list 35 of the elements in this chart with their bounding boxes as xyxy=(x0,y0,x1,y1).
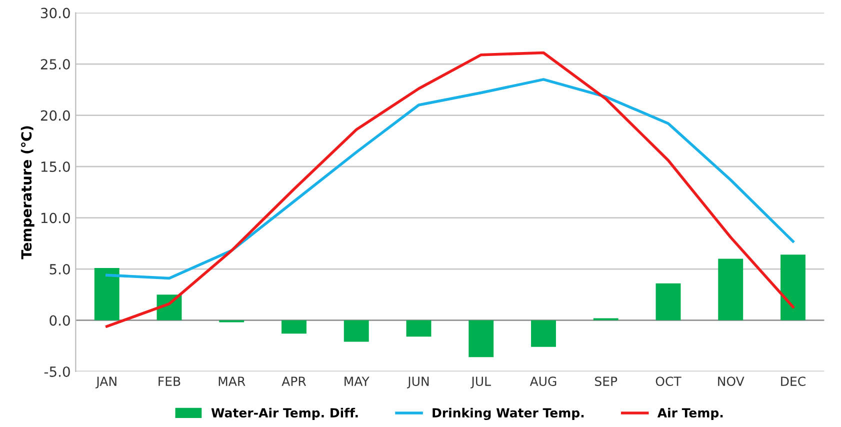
bar xyxy=(344,320,369,342)
legend-label: Drinking Water Temp. xyxy=(432,408,584,420)
x-tick-label: FEB xyxy=(158,376,180,386)
y-tick-label: 10.0 xyxy=(41,212,70,224)
y-tick-label: 5.0 xyxy=(50,264,70,274)
x-tick-label: JUN xyxy=(407,376,429,388)
bar xyxy=(656,283,681,320)
y-tick-label: 30.0 xyxy=(40,8,70,18)
line-series xyxy=(105,78,794,280)
line-series xyxy=(105,51,794,328)
x-tick-label: AUG xyxy=(530,376,556,386)
y-tick-label: 25.0 xyxy=(40,59,70,70)
x-tick-label: APR xyxy=(282,376,306,386)
y-tick-label: 15.0 xyxy=(41,162,70,172)
bar xyxy=(282,320,306,334)
bar xyxy=(468,320,494,358)
bar xyxy=(406,320,432,337)
legend-label: Air Temp. xyxy=(657,408,723,420)
legend-label: Water-Air Temp. Diff. xyxy=(211,408,358,420)
y-tick-label: -5.0 xyxy=(44,366,70,377)
x-tick-label: JUL xyxy=(470,376,491,388)
bar xyxy=(94,268,120,320)
y-axis-title: Temperature (℃) xyxy=(20,126,34,260)
x-tick-label: MAY xyxy=(344,376,370,386)
bar xyxy=(780,254,806,320)
bar xyxy=(718,258,744,320)
x-tick-label: JAN xyxy=(96,376,116,388)
x-tick-label: SEP xyxy=(595,376,618,386)
x-tick-label: MAR xyxy=(218,376,246,386)
y-tick-label: 0.0 xyxy=(50,315,70,326)
x-tick-label: NOV xyxy=(718,376,744,386)
bar xyxy=(531,320,556,347)
x-tick-label: DEC xyxy=(781,376,806,386)
x-tick-label: OCT xyxy=(656,376,682,386)
y-tick-label: 20.0 xyxy=(40,110,70,121)
